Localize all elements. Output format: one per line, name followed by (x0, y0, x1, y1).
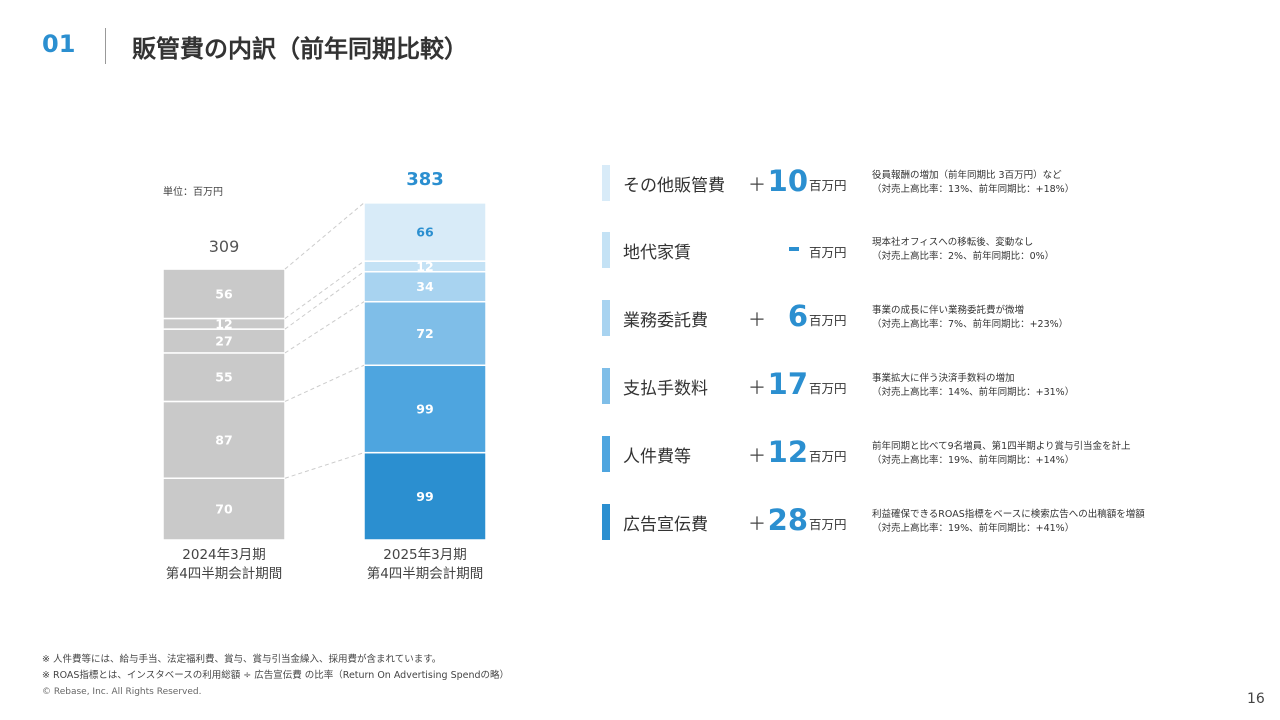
unit-text: 百万円 (809, 245, 847, 260)
segment-value-label: 56 (215, 286, 233, 301)
breakdown-row-outsourcing: 業務委託費 ＋ 6 百万円 事業の成長に伴い業務委託費が微増 （対売上高比率：7… (602, 299, 1202, 336)
bar-segment (162, 400, 286, 479)
x-label-2024-line1: 2024年3月期 (182, 547, 266, 563)
category-label: 支払手数料 (623, 379, 708, 399)
x-label-2024: 2024年3月期 第4四半期会計期間 (149, 546, 299, 584)
segment-value-label: 99 (416, 401, 433, 416)
footnote-1: ※ 人件費等には、給与手当、法定福利費、賞与、賞与引当金繰入、採用費が含まれてい… (42, 654, 442, 665)
x-label-2025-line2: 第4四半期会計期間 (366, 566, 484, 582)
segment-value-label: 27 (215, 333, 232, 348)
bar-segment (363, 364, 487, 454)
segment-value-label: 66 (416, 225, 434, 240)
no-change-dash (789, 247, 799, 251)
segment-value-label: 99 (416, 489, 433, 504)
total-label: 309 (209, 237, 240, 256)
category-label: 人件費等 (623, 447, 691, 467)
connector-line (284, 271, 365, 330)
plus-sign: ＋ (748, 446, 766, 467)
stacked-bar-chart: 70 87 55 27 12 56 309 99 99 72 34 12 66 383 (162, 169, 487, 541)
note-line1: 事業拡大に伴う決済手数料の増加 (872, 373, 1015, 384)
category-label: 広告宣伝費 (623, 515, 708, 535)
bar-segment (162, 352, 286, 403)
connector-line (284, 202, 365, 270)
change-value: 6 (787, 299, 808, 333)
note-line2: （対売上高比率：2%、前年同期比：0%） (872, 251, 1055, 262)
unit-text: 百万円 (809, 517, 847, 532)
section-number: 01 (42, 30, 76, 58)
x-label-2025-line1: 2025年3月期 (383, 547, 467, 563)
segment-value-label: 87 (215, 432, 232, 447)
breakdown-row-other: その他販管費 ＋ 10 百万円 役員報酬の増加（前年同期比 3百万円）など （対… (602, 164, 1202, 201)
connector-line (284, 364, 365, 402)
category-label: 業務委託費 (623, 311, 708, 331)
footnote-2: ※ ROAS指標とは、インスタベースの利用総額 ÷ 広告宣伝費 の比率（Retu… (42, 670, 510, 681)
unit-text: 百万円 (809, 449, 847, 464)
category-label: 地代家賃 (623, 243, 691, 263)
bar-segment (363, 300, 487, 367)
note-line2: （対売上高比率：19%、前年同期比：+14%） (872, 455, 1075, 466)
color-marker (602, 232, 610, 268)
unit-text: 百万円 (809, 381, 847, 396)
connector-line (284, 452, 365, 479)
unit-text: 百万円 (809, 178, 847, 193)
note-line2: （対売上高比率：19%、前年同期比：+41%） (872, 523, 1075, 534)
unit-text: 百万円 (809, 313, 847, 328)
note-line1: 現本社オフィスへの移転後、変動なし (872, 237, 1034, 248)
plus-sign: ＋ (748, 310, 766, 331)
bar-segment (363, 451, 487, 541)
connector-line (284, 301, 365, 354)
color-marker (602, 300, 610, 336)
bar-segment (363, 202, 487, 262)
segment-value-label: 72 (416, 326, 433, 341)
note-line2: （対売上高比率：7%、前年同期比：+23%） (872, 319, 1069, 330)
breakdown-row-advertising: 広告宣伝費 ＋ 28 百万円 利益確保できるROAS指標をベースに検索広告への出… (602, 503, 1202, 540)
segment-value-label: 12 (416, 259, 433, 274)
bar-segment (162, 268, 286, 320)
change-value: 12 (767, 435, 808, 469)
segment-value-label: 12 (215, 316, 232, 331)
x-label-2025: 2025年3月期 第4四半期会計期間 (350, 546, 500, 584)
connector-line (284, 260, 365, 319)
breakdown-row-fees: 支払手数料 ＋ 17 百万円 事業拡大に伴う決済手数料の増加 （対売上高比率：1… (602, 367, 1202, 404)
note-line1: 事業の成長に伴い業務委託費が微増 (872, 305, 1025, 316)
x-label-2024-line2: 第4四半期会計期間 (165, 566, 283, 582)
change-value: 10 (767, 164, 808, 198)
page-number: 16 (1247, 691, 1265, 707)
color-marker (602, 368, 610, 404)
change-value: 17 (767, 367, 808, 401)
note-line2: （対売上高比率：13%、前年同期比：+18%） (872, 184, 1075, 195)
unit-label: 単位：百万円 (163, 187, 223, 198)
category-label: その他販管費 (623, 176, 725, 196)
note-line1: 利益確保できるROAS指標をベースに検索広告への出稿額を増額 (872, 509, 1145, 520)
note-line1: 役員報酬の増加（前年同期比 3百万円）など (872, 170, 1062, 181)
change-value: 28 (767, 503, 808, 537)
plus-sign: ＋ (748, 514, 766, 535)
page-title: 販管費の内訳（前年同期比較） (132, 35, 468, 63)
breakdown-row-personnel: 人件費等 ＋ 12 百万円 前年同期と比べて9名増員、第1四半期より賞与引当金を… (602, 435, 1202, 472)
copyright: © Rebase, Inc. All Rights Reserved. (42, 687, 202, 697)
color-marker (602, 504, 610, 540)
segment-value-label: 55 (215, 370, 232, 385)
segment-value-label: 34 (416, 279, 434, 294)
color-marker (602, 165, 610, 201)
breakdown-row-rent: 地代家賃 百万円 現本社オフィスへの移転後、変動なし （対売上高比率：2%、前年… (602, 232, 1202, 268)
color-marker (602, 436, 610, 472)
segment-value-label: 70 (215, 502, 233, 517)
plus-sign: ＋ (748, 378, 766, 399)
total-label: 383 (406, 169, 444, 190)
note-line1: 前年同期と比べて9名増員、第1四半期より賞与引当金を計上 (872, 441, 1131, 452)
header-divider (105, 28, 106, 64)
plus-sign: ＋ (748, 175, 766, 196)
note-line2: （対売上高比率：14%、前年同期比：+31%） (872, 387, 1075, 398)
